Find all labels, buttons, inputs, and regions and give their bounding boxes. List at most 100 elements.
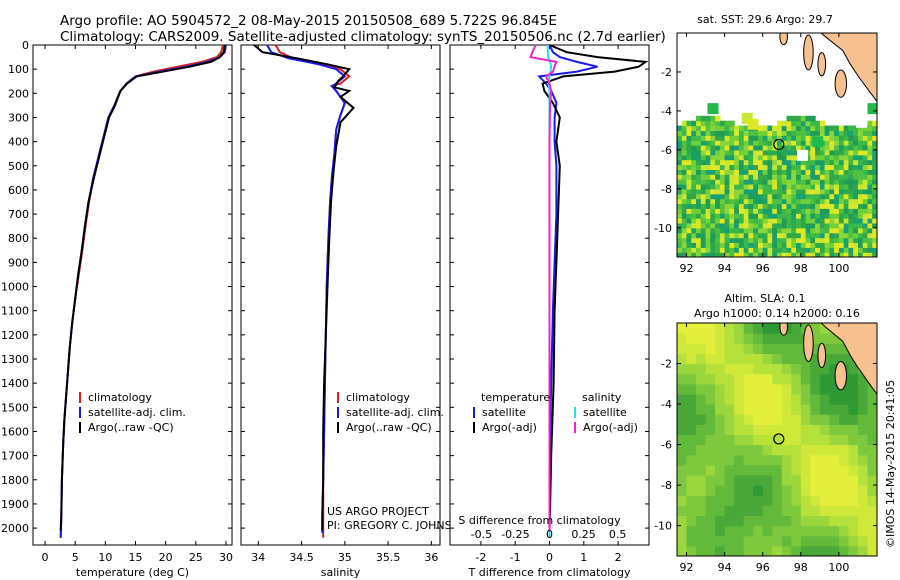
sst_map-field-cell [791, 247, 797, 253]
sla_map-field-cell [715, 515, 726, 527]
sst_map-field-cell [705, 184, 711, 190]
sst_map-field-cell [681, 174, 688, 180]
sst_map-field-cell [686, 242, 692, 248]
sst_map-field-cell [743, 227, 750, 234]
sla_map-field-cell [762, 373, 773, 385]
sst_map-field-cell [805, 184, 811, 190]
sst_map-field-cell [696, 174, 702, 180]
sst_map-field-cell [734, 227, 740, 234]
sst_map-field-cell [738, 184, 745, 190]
sst_map-field-cell [691, 145, 697, 151]
sst_map-field-cell [819, 159, 826, 166]
sst_map-field-cell [767, 227, 773, 234]
sla_map-field-cell [858, 475, 869, 486]
sst_map-field-cell [705, 159, 711, 166]
sla_map-field-cell [772, 485, 783, 496]
sla_map-field-cell [686, 353, 697, 365]
sst_map-field-cell [700, 140, 707, 146]
sst_map-field-cell [686, 145, 692, 151]
sst_map-field-cell [686, 174, 692, 180]
sla_map-field-cell [819, 383, 830, 395]
sst_map-field-cell [791, 213, 797, 219]
sst_map-field-cell [734, 188, 740, 195]
sla_map-field-cell [724, 373, 735, 385]
sst_map-field-cell [748, 252, 754, 257]
sst_map-field-cell [872, 203, 877, 209]
sst_map-field-cell [848, 130, 854, 136]
sst_map-field-cell [800, 252, 807, 257]
sst_map-field-cell [824, 227, 830, 234]
sst_map-field-cell [815, 232, 821, 239]
sst_map-field-cell [819, 213, 826, 219]
sst_map-field-cell [772, 213, 778, 219]
sst_map-field-cell [762, 227, 769, 234]
sst_map-field-cell [715, 232, 721, 239]
sst_map-field-cell [734, 213, 740, 219]
sla_map-field-cell [819, 464, 830, 476]
sst_map-field-cell [872, 213, 877, 219]
temp-legend-label-1: satellite-adj. clim. [88, 406, 186, 419]
sla_map-field-cell [696, 525, 707, 537]
sst_map-field-cell [772, 218, 778, 224]
sst_map-field-cell [862, 203, 869, 209]
sla_map-field-cell [715, 353, 726, 365]
sla_map-field-cell [715, 393, 726, 405]
sla_map-island-2 [834, 360, 848, 391]
sst_map-field-cell [796, 130, 802, 136]
depth-tick-label: 1100 [1, 305, 29, 318]
sst_map-field-cell [738, 252, 745, 257]
sla_map-field-cell [686, 393, 697, 405]
sla_map-field-cell [810, 444, 821, 456]
sst_map-field-cell [777, 193, 783, 200]
sst_map-field-cell [767, 164, 773, 170]
sst_map-field-cell [862, 218, 869, 224]
sla_map-field-cell [724, 475, 735, 486]
sla_map-field-cell [867, 393, 877, 405]
sla_map-field-cell [753, 495, 764, 506]
sst_map-field-cell [734, 125, 740, 131]
sla_map-field-cell [753, 333, 764, 344]
sst_map-field-cell [858, 193, 864, 200]
sla_map-field-cell [848, 424, 859, 435]
sst_map-field-cell [729, 213, 735, 219]
sst_map-field-cell [710, 252, 716, 257]
sst_map-field-cell [843, 184, 850, 190]
sla_map-field-cell [705, 383, 716, 395]
sla_map-field-cell [677, 515, 688, 527]
sst_map-field-cell [834, 154, 840, 161]
sla_map-field-cell [724, 363, 735, 375]
sst_map-field-cell [838, 232, 845, 239]
sst_map-field-cell [719, 213, 726, 219]
sst_map-field-cell [872, 193, 877, 200]
sst_map-field-cell [834, 242, 840, 248]
sla_map-field-cell [705, 343, 716, 354]
sst_map-field-cell [691, 154, 697, 161]
sla_map-field-cell [819, 444, 830, 456]
sla_map-field-cell [810, 343, 821, 354]
sst_map-field-cell [834, 135, 840, 141]
sst_map-field-cell [777, 169, 783, 175]
sst_map-field-cell [805, 125, 811, 131]
sst_map-field-cell [815, 208, 821, 214]
sst_map-field-cell [734, 174, 740, 180]
sla_map-field-cell [819, 454, 830, 466]
sla_map-field-cell [791, 393, 802, 405]
sst_map-field-cell [781, 169, 788, 175]
sst_map-field-cell [838, 135, 845, 141]
sla_map-field-cell [753, 525, 764, 537]
temperature-x-tick-label: 5 [72, 551, 79, 564]
sst_map-field-cell [800, 164, 807, 170]
sst_map-field-cell [858, 125, 864, 131]
sla_map-field-cell [848, 373, 859, 385]
sst_map-field-cell [738, 237, 745, 243]
sst_map-field-cell [815, 247, 821, 253]
sst_map-field-cell [843, 159, 850, 166]
sst_map-field-cell [686, 193, 692, 200]
sst_map-field-cell [681, 218, 688, 224]
sst_map-field-cell [691, 130, 697, 136]
sst_map-field-cell [748, 198, 754, 205]
sst_map-field-cell [815, 159, 821, 166]
sst_map-field-cell [862, 154, 869, 161]
sla_map-field-cell [800, 373, 811, 385]
sla_map-x-tick-label: 94 [718, 561, 732, 574]
